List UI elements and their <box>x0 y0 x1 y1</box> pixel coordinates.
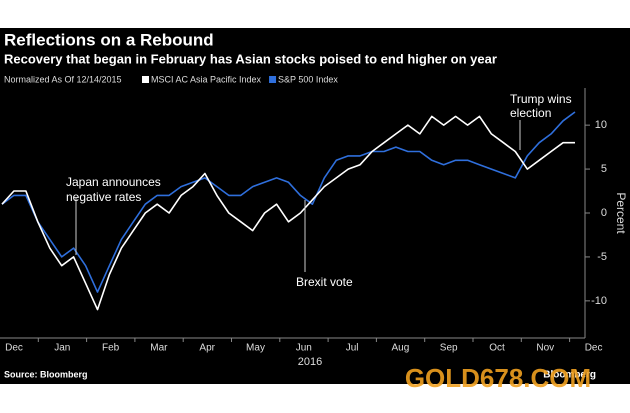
x-tick-label: Mar <box>150 343 168 354</box>
annotation: Trump wins <box>510 92 572 106</box>
legend-swatch <box>269 76 277 83</box>
x-tick-label: Oct <box>489 343 505 354</box>
y-tick-label: -5 <box>597 251 607 263</box>
y-tick-label: -10 <box>591 295 607 307</box>
annotation: Japan announces <box>66 175 161 189</box>
x-tick-label: Jan <box>54 343 70 354</box>
y-tick-label: 0 <box>601 207 607 219</box>
x-tick-label: Feb <box>102 343 120 354</box>
x-tick-label: Dec <box>585 343 603 354</box>
x-year-label: 2016 <box>298 356 322 368</box>
x-tick-label: Nov <box>536 343 554 354</box>
brand: Bloomberg <box>543 370 596 381</box>
y-axis-label: Percent <box>614 192 628 234</box>
x-tick-label: Jul <box>346 343 359 354</box>
legend-label: S&P 500 Index <box>278 74 338 84</box>
x-tick-label: Aug <box>392 343 410 354</box>
x-tick-label: Jun <box>296 343 312 354</box>
legend-swatch <box>142 76 149 83</box>
y-tick-label: 5 <box>601 163 607 175</box>
y-tick-label: 10 <box>595 119 607 131</box>
chart-title: Reflections on a Rebound <box>4 30 214 49</box>
chart-subtitle: Recovery that began in February has Asia… <box>4 51 497 66</box>
x-tick-label: Sep <box>440 343 458 354</box>
annotation: Brexit vote <box>296 275 353 289</box>
series-line <box>1 111 576 293</box>
series-line <box>1 115 575 311</box>
annotation: negative rates <box>66 190 141 204</box>
legend-label: MSCI AC Asia Pacific Index <box>151 74 262 84</box>
x-tick-label: May <box>246 343 265 354</box>
x-tick-label: Apr <box>199 343 215 354</box>
x-tick-label: Dec <box>5 343 23 354</box>
watermark: GOLD678.COM <box>405 363 591 393</box>
chart-background <box>0 28 630 384</box>
annotation: election <box>510 106 551 120</box>
chart-note: Normalized As Of 12/14/2015 <box>4 74 122 84</box>
source: Source: Bloomberg <box>4 369 88 379</box>
